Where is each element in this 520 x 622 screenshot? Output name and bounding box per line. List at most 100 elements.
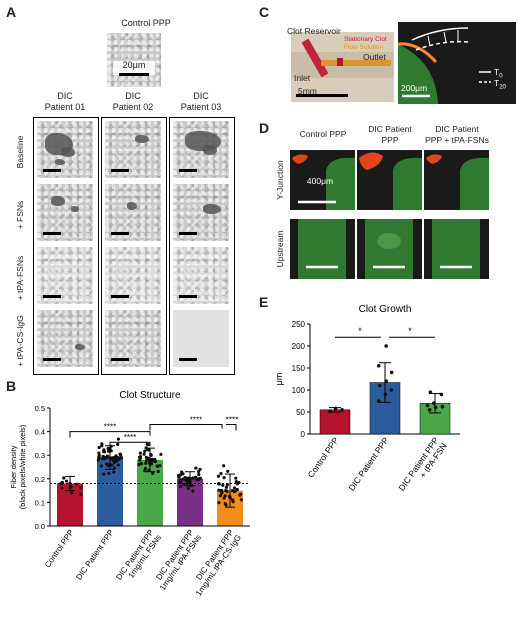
- data-point: [119, 456, 123, 460]
- y-tick-label: 0.4: [35, 428, 45, 437]
- control-scale-bar: [119, 73, 149, 76]
- clot-fluorescence-image: T0 T20 200μm: [398, 22, 516, 104]
- data-point: [425, 403, 430, 408]
- data-point: [427, 408, 432, 412]
- data-point: [222, 496, 226, 500]
- x-tick-label-0: Control PPP: [43, 528, 76, 569]
- upstream-shape: [290, 219, 355, 279]
- y-tick-label: 0: [301, 430, 306, 439]
- data-point: [97, 455, 101, 459]
- data-point: [389, 388, 394, 392]
- data-point: [116, 437, 121, 441]
- channel-wall: [357, 192, 371, 210]
- y-tick-label: 0.0: [35, 522, 45, 531]
- clot-region: [426, 154, 442, 164]
- scale-bar: [43, 232, 61, 235]
- data-point: [150, 457, 154, 461]
- x-tick-label-2: DIC Patient PPP+ tPA-FSN: [396, 435, 449, 498]
- bar-0: [319, 409, 351, 435]
- bracket-3: [226, 424, 237, 431]
- data-point: [197, 473, 201, 477]
- data-point: [191, 476, 195, 480]
- clot-structure-chart: Clot Structure Fiber density(black pixels…: [9, 390, 250, 598]
- clot-blob: [75, 344, 85, 350]
- panel-c-label: C: [259, 4, 270, 20]
- micrograph-r4-c1: [37, 310, 93, 367]
- scale-bar: [111, 169, 129, 172]
- data-point: [221, 483, 225, 487]
- y-tick-label: 100: [292, 386, 306, 395]
- scale-bar: [179, 232, 197, 235]
- channel-wall: [290, 150, 355, 210]
- data-point: [99, 464, 103, 468]
- clot-blob: [61, 147, 75, 157]
- x-tick-line: DIC Patient PPP: [74, 528, 115, 582]
- row-label-2: + tPA-FSNs: [15, 255, 25, 301]
- data-point: [112, 470, 116, 474]
- data-point: [181, 472, 185, 476]
- bracket-2: [149, 424, 223, 431]
- x-tick-label-0: Control PPP: [306, 435, 341, 479]
- chart-e-ylabel: μm: [274, 373, 284, 386]
- data-point: [222, 464, 226, 468]
- d-column-header-line: Control PPP: [299, 129, 347, 139]
- panel-a-label: A: [6, 4, 17, 20]
- y-junction-shape: [290, 150, 355, 210]
- channel-wall: [424, 150, 489, 210]
- y-tick-label: 150: [292, 364, 306, 373]
- data-point: [230, 498, 235, 502]
- sig-1: ****: [124, 433, 136, 442]
- data-point: [107, 471, 111, 475]
- data-point: [389, 370, 394, 375]
- data-point: [60, 486, 64, 490]
- bracket-1: [109, 441, 151, 447]
- clot-outline-overlay: [398, 22, 516, 104]
- data-point: [232, 486, 237, 490]
- data-point: [197, 477, 201, 481]
- y-tick-label: 0.3: [35, 451, 45, 460]
- t20-legend: T20: [494, 78, 506, 91]
- data-point: [79, 486, 83, 490]
- data-point: [195, 478, 199, 482]
- data-point: [225, 489, 229, 494]
- data-point: [234, 476, 238, 480]
- data-point: [224, 485, 228, 489]
- data-point: [181, 477, 186, 481]
- x-tick-line: DIC Patient PPP: [346, 435, 390, 492]
- micrograph-r1-c3: [173, 121, 229, 178]
- fluorescence-r1-c1: [290, 150, 355, 210]
- data-point: [100, 442, 104, 446]
- data-point: [151, 471, 155, 475]
- chart-b-ylabel: Fiber density(black pixels/white pixels): [9, 424, 27, 509]
- micrograph-r2-c1: [37, 184, 93, 241]
- data-point: [219, 489, 223, 493]
- data-point: [142, 452, 146, 456]
- fluorescence-r2-c2: [357, 219, 422, 279]
- data-point: [159, 452, 163, 456]
- data-point: [185, 479, 189, 483]
- ylabel-line: (black pixels/white pixels): [18, 424, 27, 509]
- d-column-header-1: Control PPP: [282, 129, 364, 140]
- flow-solution-label: Flow Solution: [344, 44, 384, 51]
- channel-wall: [424, 219, 432, 279]
- data-point: [144, 461, 148, 465]
- control-ppp-image: 20μm: [107, 33, 161, 87]
- upstream-shape: [424, 219, 489, 279]
- data-point: [96, 458, 100, 462]
- scale-bar: [43, 169, 61, 172]
- data-point: [62, 476, 66, 480]
- data-point: [113, 458, 117, 462]
- d-column-header-line: DIC Patient: [435, 124, 479, 134]
- data-point: [218, 494, 223, 498]
- clot-region: [292, 154, 308, 164]
- x-tick-label-1: DIC Patient PPP: [74, 528, 115, 582]
- inlet-label: Inlet: [294, 73, 311, 83]
- data-point: [235, 487, 239, 492]
- data-point: [113, 466, 117, 470]
- data-point: [64, 479, 69, 483]
- sig-3: ****: [226, 416, 238, 425]
- d-scale-text: 400μm: [306, 176, 334, 186]
- micrograph-r2-c3: [173, 184, 229, 241]
- y-tick-label: 50: [296, 408, 305, 417]
- data-point: [155, 464, 159, 468]
